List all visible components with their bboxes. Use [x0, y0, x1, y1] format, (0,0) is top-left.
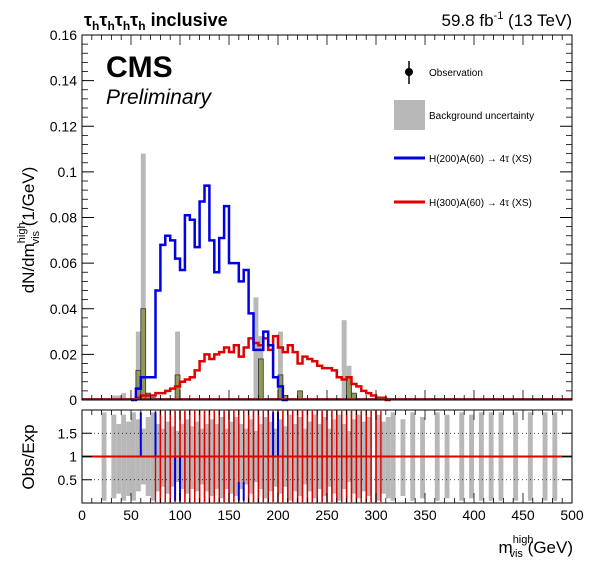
legend-signal2-label: H(300)A(60) → 4τ (XS) [429, 198, 532, 209]
ratio-band-2 [116, 423, 122, 494]
uncertainty-bar-1 [116, 395, 122, 400]
ratio-band-45 [327, 428, 332, 487]
ratio-band-38 [292, 423, 298, 492]
ratio-ytick-label-1: 1 [69, 449, 77, 465]
lumi-value: 59.8 fb [442, 11, 494, 30]
main-ytick-label-3: 0.06 [50, 255, 77, 271]
tau-2: τ [99, 10, 107, 30]
ratio-ytick-label-0: 0.5 [58, 472, 78, 488]
cms-logo: CMS [106, 51, 173, 84]
tau-2-sub: h [107, 19, 114, 33]
ratio-band-17 [189, 426, 195, 490]
legend-bkg-unc-swatch [394, 100, 425, 130]
main-ytick-label-2: 0.04 [50, 301, 77, 317]
main-ytick-label-1: 0.02 [50, 346, 77, 362]
main-ylabel-sub: vis [30, 230, 42, 244]
ratio-xtick-label-2: 100 [168, 507, 192, 523]
ratio-band-20 [204, 423, 210, 492]
ratio-band-11 [160, 428, 166, 487]
uncertainty-bar-0 [111, 395, 117, 400]
ratio-band-56 [385, 416, 391, 499]
legend-observation-marker [405, 68, 413, 76]
uncertainty-bar-9 [341, 320, 347, 400]
ratio-ylabel: Obs/Exp [19, 424, 38, 489]
tau-3: τ [115, 10, 123, 30]
ratio-band-24 [224, 428, 229, 490]
tau-4-sub: h [138, 19, 145, 33]
ratio-xlabel-base: m [499, 538, 513, 557]
background-bar-5 [257, 358, 264, 401]
legend: Observation Background uncertainty H(200… [394, 61, 534, 209]
main-ylabel-base: dN/dm [19, 243, 38, 293]
channel-suffix: inclusive [146, 10, 228, 30]
uncertainty-bar-5 [175, 331, 180, 400]
ratio-band-47 [336, 414, 342, 501]
lumi-sup: -1 [494, 10, 504, 22]
uncertainty-bar-3 [135, 331, 141, 400]
main-ylabel-sup: high [16, 222, 28, 243]
ratio-xtick-label-4: 200 [266, 507, 290, 523]
ratio-xtick-label-1: 50 [123, 507, 139, 523]
legend-signal1-label: H(200)A(60) → 4τ (XS) [429, 154, 532, 165]
ratio-xlabel-unit: (GeV) [523, 538, 573, 557]
uncertainty-bar-4 [140, 153, 146, 400]
main-ytick-label-6: 0.12 [50, 118, 77, 134]
ratio-band-6 [135, 419, 141, 492]
ratio-xlabel: mhigh vis (GeV) [499, 534, 573, 560]
ratio-xtick-label-9: 450 [511, 507, 535, 523]
signal1-line [131, 184, 288, 402]
ratio-band-25 [229, 421, 234, 494]
main-ylabel: dN/dmhigh vis (1/GeV) [16, 167, 42, 294]
tau-3-sub: h [123, 19, 130, 33]
ratio-band-10 [155, 423, 161, 492]
preliminary-label: Preliminary [106, 86, 213, 109]
ratio-band-58 [400, 419, 406, 497]
ratio-band-60 [420, 416, 425, 499]
ratio-xtick-label-6: 300 [364, 507, 388, 523]
ratio-xlabel-sup: high [513, 534, 534, 546]
ratio-panel: 0.5 1 1.5 0 50 100 150 200 250 300 350 400 450 500 [58, 409, 584, 523]
ratio-band-55 [380, 421, 386, 494]
legend-bkg-unc-label: Background uncertainty [429, 111, 534, 122]
main-ytick-label-8: 0.16 [50, 27, 77, 43]
main-ytick-label-5: 0.1 [58, 164, 78, 180]
channel-label: τhτhτhτh inclusive [84, 10, 228, 33]
lumi-tail: (13 TeV) [503, 11, 572, 30]
ratio-xtick-label-5: 250 [315, 507, 339, 523]
ratio-band-23 [219, 416, 225, 499]
ratio-band-37 [287, 414, 293, 501]
ratio-xtick-label-0: 0 [78, 507, 86, 523]
main-ytick-label-0: 0 [69, 392, 77, 408]
ratio-band-32 [263, 416, 269, 499]
ratio-band-12 [165, 421, 171, 494]
ratio-xtick-label-3: 150 [217, 507, 241, 523]
tau-4: τ [130, 10, 138, 30]
ratio-xtick-label-10: 500 [560, 507, 584, 523]
ratio-band-54 [376, 414, 381, 501]
ratio-band-3 [121, 414, 127, 501]
main-ytick-label-4: 0.08 [50, 210, 77, 226]
legend-observation-label: Observation [429, 68, 483, 79]
tau-1: τ [84, 10, 92, 30]
ratio-xtick-label-8: 400 [462, 507, 486, 523]
ratio-ytick-label-2: 1.5 [58, 425, 78, 441]
ratio-band-34 [273, 428, 278, 487]
main-ylabel-unit: (1/GeV) [19, 167, 38, 231]
main-panel: 0 0.02 0.04 0.06 0.08 0.1 0.12 0.14 0.16 [50, 27, 573, 408]
ratio-band-4 [126, 421, 131, 497]
ratio-xlabel-sub: vis [509, 548, 523, 560]
ratio-xtick-label-7: 350 [413, 507, 437, 523]
uncertainty-bar-8 [278, 331, 283, 400]
uncertainty-bar-2 [121, 393, 127, 400]
lumi-label: 59.8 fb-1 (13 TeV) [442, 10, 572, 30]
ratio-band-21 [209, 419, 215, 497]
main-ytick-label-7: 0.14 [50, 73, 77, 89]
tau-1-sub: h [92, 19, 99, 33]
